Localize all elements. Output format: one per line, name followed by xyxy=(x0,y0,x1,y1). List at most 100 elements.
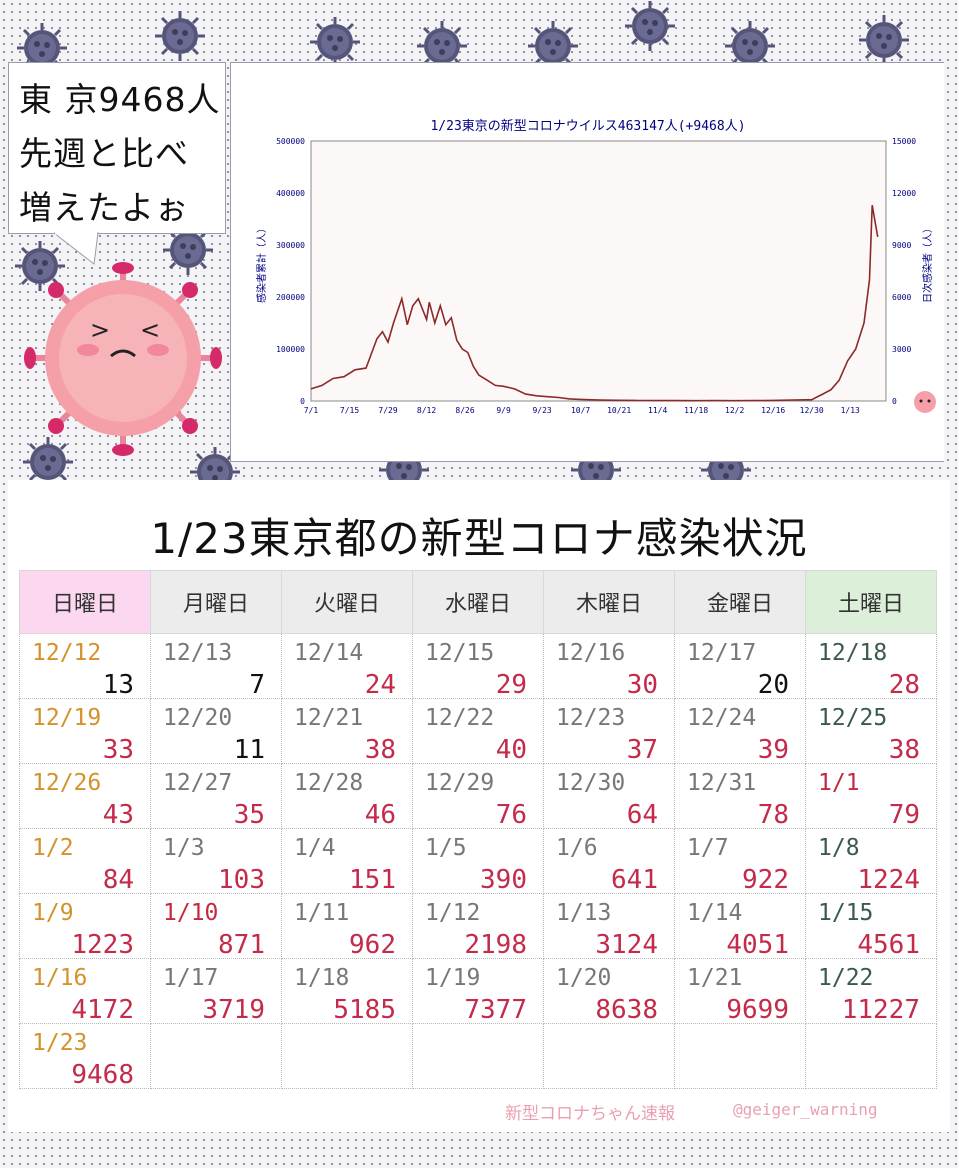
virus-icon xyxy=(308,15,362,69)
cell-date: 1/23 xyxy=(32,1030,88,1056)
y-left-tick: 400000 xyxy=(276,189,305,198)
cell-count: 46 xyxy=(364,800,396,830)
calendar-cell xyxy=(281,1023,413,1089)
x-tick: 11/4 xyxy=(648,406,667,415)
x-tick: 12/16 xyxy=(761,406,785,415)
calendar-cell: 12/23 37 xyxy=(543,698,675,765)
day-header: 月曜日 xyxy=(150,570,282,634)
y-right-tick: 0 xyxy=(892,397,897,406)
calendar-cell xyxy=(412,1023,544,1089)
cell-date: 1/16 xyxy=(32,965,88,991)
calendar-week-row: 12/19 33 12/20 11 12/21 38 12/22 40 12/23 37 12/24… xyxy=(19,698,937,765)
cell-date: 12/16 xyxy=(556,640,626,666)
cell-count: 11 xyxy=(233,735,265,765)
day-header: 木曜日 xyxy=(543,570,675,634)
calendar-cell: 1/16 4172 xyxy=(19,958,151,1025)
cell-date: 1/8 xyxy=(818,835,860,861)
cell-date: 12/19 xyxy=(32,705,102,731)
calendar-cell: 1/18 5185 xyxy=(281,958,413,1025)
cell-date: 12/15 xyxy=(425,640,495,666)
x-tick: 9/9 xyxy=(496,406,511,415)
calendar-cell: 1/3 103 xyxy=(150,828,282,895)
cell-count: 38 xyxy=(888,735,920,765)
cell-count: 8638 xyxy=(595,995,658,1025)
calendar-cell: 12/29 76 xyxy=(412,763,544,830)
y-right-tick: 3000 xyxy=(892,345,911,354)
cell-count: 40 xyxy=(495,735,527,765)
cell-date: 1/4 xyxy=(294,835,336,861)
day-header: 火曜日 xyxy=(281,570,413,634)
cell-count: 7377 xyxy=(464,995,527,1025)
calendar-cell: 12/30 64 xyxy=(543,763,675,830)
calendar-cell: 12/24 39 xyxy=(674,698,806,765)
chart-panel: 1/23東京の新型コロナウイルス463147人(+9468人) 0 100000 2… xyxy=(230,62,944,462)
cell-date: 1/2 xyxy=(32,835,74,861)
cell-count: 7 xyxy=(249,670,265,700)
cell-date: 12/30 xyxy=(556,770,626,796)
calendar-week-row: 1/16 4172 1/17 3719 1/18 5185 1/19 7377 1/20 8638… xyxy=(19,958,937,1025)
day-header: 水曜日 xyxy=(412,570,544,634)
plot-area xyxy=(310,140,887,402)
cell-date: 12/13 xyxy=(163,640,233,666)
x-tick: 11/18 xyxy=(684,406,708,415)
cell-date: 12/31 xyxy=(687,770,757,796)
x-tick: 9/23 xyxy=(532,406,551,415)
cell-date: 1/7 xyxy=(687,835,729,861)
y-right-label: 日次感染者（人） xyxy=(921,223,934,303)
cell-date: 1/3 xyxy=(163,835,205,861)
cell-date: 1/11 xyxy=(294,900,350,926)
chart-title: 1/23東京の新型コロナウイルス463147人(+9468人) xyxy=(430,118,745,134)
calendar-cell: 1/15 4561 xyxy=(805,893,937,960)
cell-count: 20 xyxy=(757,670,789,700)
cell-count: 64 xyxy=(626,800,658,830)
virus-icon xyxy=(857,13,911,67)
calendar-cell: 1/12 2198 xyxy=(412,893,544,960)
calendar-cell: 12/20 11 xyxy=(150,698,282,765)
line-chart: 1/23東京の新型コロナウイルス463147人(+9468人) 0 100000 2… xyxy=(255,118,934,415)
calendar-title: 1/23東京都の新型コロナ感染状況 xyxy=(150,514,808,563)
y-right-tick: 6000 xyxy=(892,293,911,302)
cell-count: 4172 xyxy=(71,995,134,1025)
calendar-cell: 12/13 7 xyxy=(150,633,282,700)
day-header: 土曜日 xyxy=(805,570,937,634)
x-tick: 10/7 xyxy=(571,406,590,415)
x-tick: 7/29 xyxy=(378,406,397,415)
cell-count: 390 xyxy=(480,865,527,895)
calendar-cell xyxy=(543,1023,675,1089)
cell-count: 39 xyxy=(757,735,789,765)
credit-name: 新型コロナちゃん速報 xyxy=(505,1104,675,1124)
cell-count: 11227 xyxy=(841,995,920,1025)
cell-date: 1/22 xyxy=(818,965,874,991)
calendar-cell: 12/21 38 xyxy=(281,698,413,765)
calendar-week-row: 12/12 13 12/13 7 12/14 24 12/15 29 12/16 30 12/17 2… xyxy=(19,633,937,700)
calendar-week-row: 1/23 9468 xyxy=(19,1023,937,1090)
calendar-cell: 12/25 38 xyxy=(805,698,937,765)
calendar-cell: 1/23 9468 xyxy=(19,1023,151,1090)
cell-count: 33 xyxy=(102,735,134,765)
cell-date: 1/13 xyxy=(556,900,612,926)
cell-count: 28 xyxy=(888,670,920,700)
cell-date: 12/27 xyxy=(163,770,233,796)
cell-count: 37 xyxy=(626,735,658,765)
cell-count: 9699 xyxy=(726,995,789,1025)
calendar-cell xyxy=(674,1023,806,1089)
y-left-tick: 200000 xyxy=(276,293,305,302)
cell-count: 35 xyxy=(233,800,265,830)
speech-bubble-tail xyxy=(54,232,99,265)
x-tick: 8/12 xyxy=(417,406,436,415)
calendar-cell: 1/6 641 xyxy=(543,828,675,895)
daily-cases-line xyxy=(310,204,879,402)
cell-count: 43 xyxy=(102,800,134,830)
cell-count: 1223 xyxy=(71,930,134,960)
cell-date: 12/12 xyxy=(32,640,102,666)
calendar-cell: 1/5 390 xyxy=(412,828,544,895)
calendar-cell: 12/28 46 xyxy=(281,763,413,830)
calendar-cell: 12/12 13 xyxy=(19,633,151,700)
cell-count: 641 xyxy=(611,865,658,895)
calendar-cell: 1/9 1223 xyxy=(19,893,151,960)
x-tick: 12/30 xyxy=(800,406,824,415)
y-right-tick: 12000 xyxy=(892,189,916,198)
calendar-cell: 12/31 78 xyxy=(674,763,806,830)
cell-count: 78 xyxy=(757,800,789,830)
cell-count: 13 xyxy=(102,670,134,700)
